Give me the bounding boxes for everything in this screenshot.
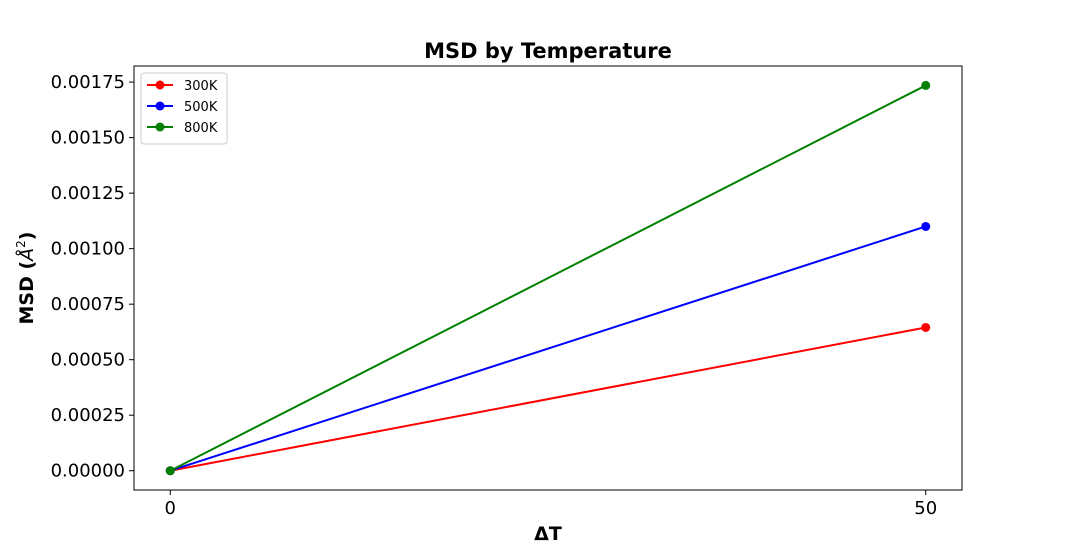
- y-tick-label: 0.00025: [51, 405, 125, 426]
- y-tick-label: 0.00050: [51, 350, 125, 371]
- plot-frame: [133, 65, 963, 491]
- series-line-500K: [169, 225, 927, 472]
- data-point-500K-1: [921, 221, 931, 231]
- legend-label-800K: 800K: [184, 121, 218, 136]
- legend-label-500K: 500K: [184, 100, 218, 115]
- data-point-300K-1: [921, 322, 931, 332]
- y-tick-label: 0.00075: [51, 294, 125, 315]
- y-tick-label: 0.00125: [51, 183, 125, 204]
- legend-label-300K: 300K: [184, 79, 218, 94]
- series-line-800K: [169, 84, 927, 472]
- plot-area: 0.00000 0.00025 0.00050 0.00075 0.00100 0.001…: [51, 65, 963, 519]
- y-axis-label-symbol: Å: [15, 248, 38, 263]
- y-axis-label: MSD (Å2): [14, 232, 38, 325]
- y-axis-label-main: MSD (: [16, 261, 38, 325]
- legend: 300K 500K 800K: [140, 72, 228, 145]
- data-point-800K-1: [921, 80, 931, 90]
- data-point-800K-0: [165, 466, 175, 476]
- x-axis-label: ΔT: [534, 523, 562, 545]
- legend-marker-800K: [155, 122, 165, 132]
- y-axis-label-close: ): [16, 232, 38, 241]
- x-tick-label: 0: [165, 498, 176, 519]
- y-axis-label-sup: 2: [14, 240, 28, 248]
- y-tick-label: 0.00150: [51, 128, 125, 149]
- y-tick-label: 0.00000: [51, 461, 125, 482]
- series-line-300K: [170, 326, 926, 472]
- chart-title: MSD by Temperature: [424, 39, 672, 63]
- y-tick-label: 0.00175: [51, 72, 125, 93]
- legend-marker-300K: [155, 80, 165, 90]
- y-tick-label: 0.00100: [51, 239, 125, 260]
- legend-marker-500K: [155, 101, 165, 111]
- x-tick-label: 50: [914, 498, 937, 519]
